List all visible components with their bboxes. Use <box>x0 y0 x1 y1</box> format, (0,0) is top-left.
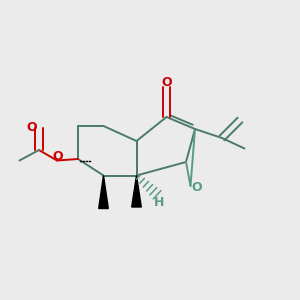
Text: O: O <box>161 76 172 89</box>
Text: H: H <box>154 196 164 209</box>
Polygon shape <box>99 176 108 208</box>
Polygon shape <box>132 176 141 207</box>
Text: O: O <box>191 181 202 194</box>
Text: O: O <box>52 149 63 163</box>
Text: O: O <box>26 121 37 134</box>
